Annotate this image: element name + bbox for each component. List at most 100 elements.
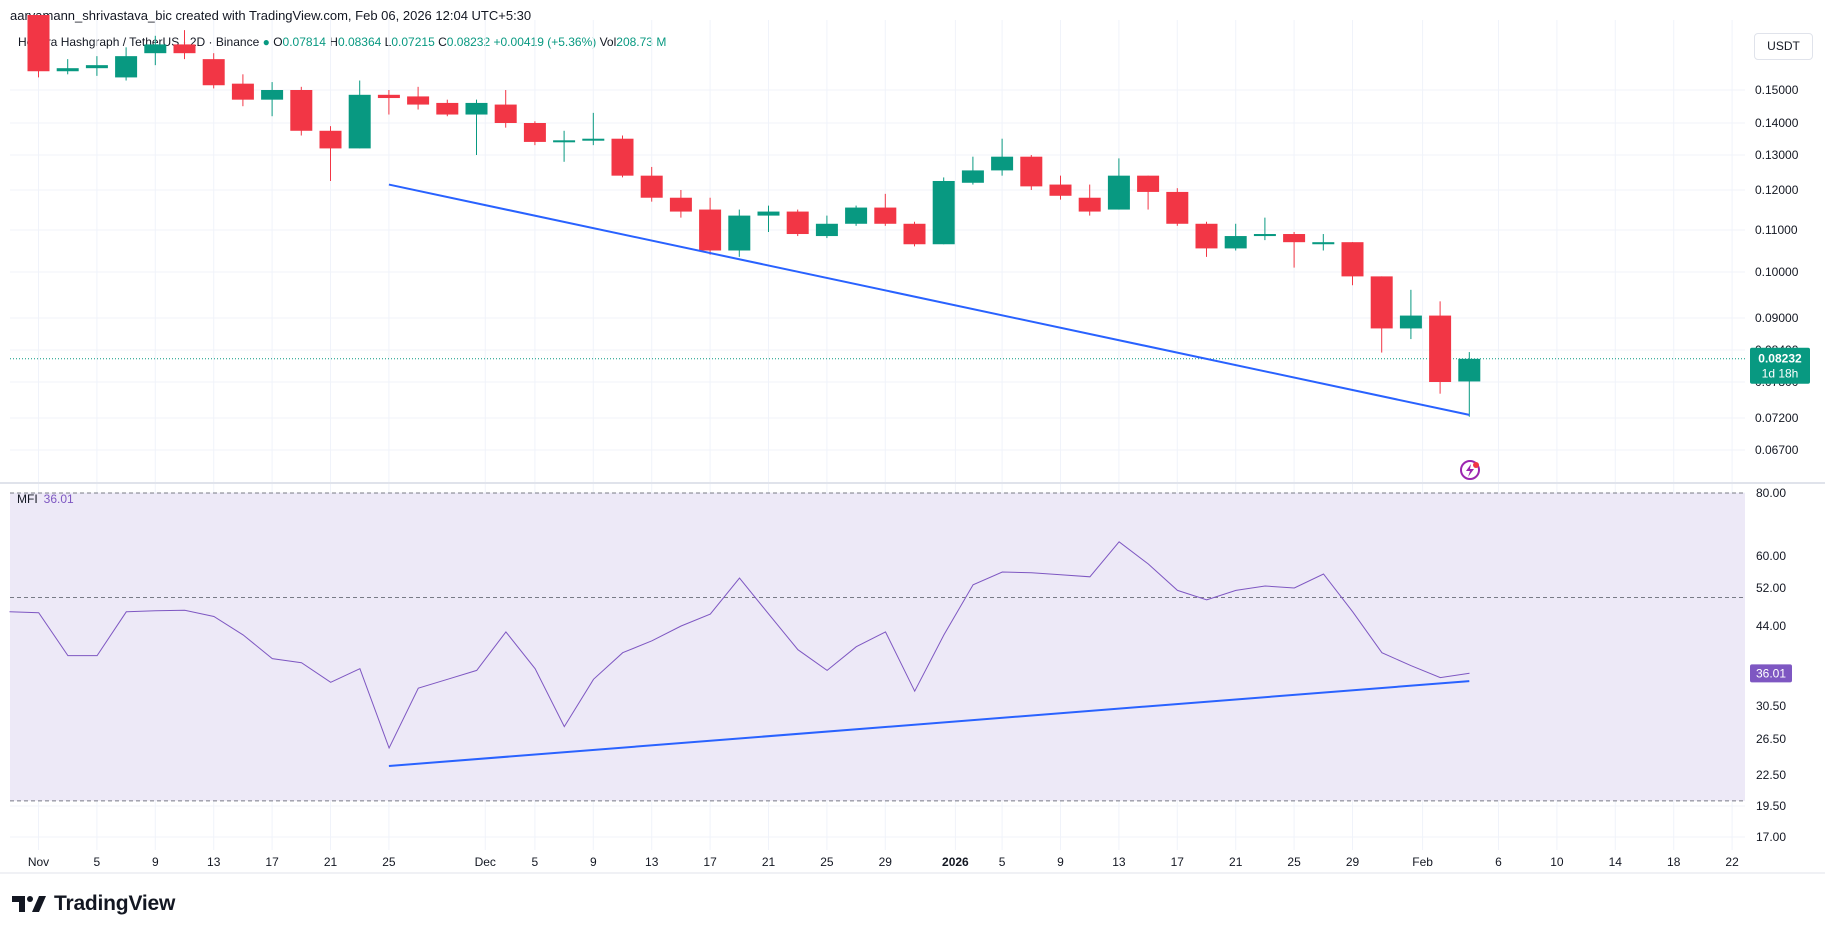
candle-body	[669, 197, 692, 212]
candle-body	[377, 94, 400, 99]
time-tick-label: 14	[1609, 855, 1623, 869]
mfi-tick-label: 22.50	[1756, 768, 1786, 782]
price-tick-label: 0.09000	[1755, 311, 1799, 325]
mfi-series-line	[9, 541, 1470, 750]
candle-body	[1166, 191, 1189, 224]
mfi-tick-label: 80.00	[1756, 486, 1786, 500]
volume-value: 208.73 M	[616, 35, 667, 49]
mfi-legend[interactable]: MFI 36.01	[17, 492, 74, 506]
candle-body	[348, 94, 371, 149]
candle-body	[640, 175, 663, 198]
candle-body	[991, 156, 1014, 171]
time-tick-label: 13	[1112, 855, 1126, 869]
time-tick-label: Dec	[475, 855, 496, 869]
mfi-value-badge-text: 36.01	[1756, 666, 1786, 680]
last-price-badge-value: 0.08232	[1758, 352, 1802, 366]
candle-body	[1429, 315, 1452, 382]
time-tick-label: Nov	[28, 855, 49, 869]
open-value: 0.07814	[282, 35, 326, 49]
mfi-tick-label: 30.50	[1756, 699, 1786, 713]
candle-body	[1253, 234, 1276, 237]
symbol-name[interactable]: Hedera Hashgraph / TetherUS · 2D · Binan…	[18, 35, 260, 49]
mfi-trendline	[388, 680, 1470, 767]
tradingview-logo-icon	[12, 896, 46, 912]
mfi-tick-label: 17.00	[1756, 830, 1786, 844]
time-tick-label: 17	[703, 855, 717, 869]
price-axis: 0.15000 0.14000 0.13000 0.12000 0.11000 0.100…	[1755, 83, 1799, 457]
candle-body	[1195, 223, 1218, 249]
high-value: 0.08364	[337, 35, 382, 49]
time-tick-label: 25	[820, 855, 834, 869]
price-tick-label: 0.12000	[1755, 183, 1799, 197]
alert-icon[interactable]	[1460, 460, 1480, 480]
time-tick-label: 25	[382, 855, 396, 869]
price-tick-label: 0.11000	[1755, 223, 1798, 237]
price-tick-label: 0.06700	[1755, 443, 1799, 457]
candle-body	[845, 207, 868, 224]
volume-label: Vol	[599, 35, 617, 49]
pane-separator	[0, 482, 1825, 874]
chart-credit: aaryamann_shrivastava_bic created with T…	[10, 8, 532, 23]
time-tick-label: 25	[1287, 855, 1301, 869]
candle-body	[1107, 175, 1130, 210]
candle-body	[1283, 234, 1306, 243]
candle-body	[961, 170, 984, 183]
candle-body	[1341, 242, 1364, 277]
last-price-badge	[1750, 347, 1810, 384]
time-tick-label: Feb	[1412, 855, 1433, 869]
candle-body	[553, 140, 576, 143]
candle-body	[202, 59, 225, 86]
mfi-tick-label: 44.00	[1756, 619, 1786, 633]
candle-body	[436, 102, 459, 115]
time-tick-label: 21	[1229, 855, 1243, 869]
close-value: 0.08232	[446, 35, 491, 49]
symbol-legend: Hedera Hashgraph / TetherUS · 2D · Binan…	[18, 35, 666, 49]
candle-body	[407, 96, 430, 105]
time-tick-label: 17	[1171, 855, 1185, 869]
tradingview-brand: TradingView	[54, 892, 176, 915]
candle-body	[786, 211, 809, 235]
time-tick-label: 5	[94, 855, 101, 869]
candle-body	[815, 223, 838, 237]
time-tick-label: 9	[152, 855, 159, 869]
time-tick-label: 10	[1550, 855, 1564, 869]
tradingview-logo[interactable]: TradingView	[12, 892, 175, 916]
price-trendline	[388, 183, 1470, 416]
time-tick-label: 21	[324, 855, 338, 869]
candle-body	[1399, 315, 1422, 329]
time-tick-label: 5	[999, 855, 1006, 869]
close-label: C	[438, 35, 447, 49]
currency-button[interactable]: USDT	[1754, 33, 1813, 60]
mfi-current-value: 36.01	[43, 492, 74, 506]
low-label: L	[384, 35, 392, 49]
mfi-tick-label: 60.00	[1756, 549, 1786, 563]
price-tick-label: 0.10000	[1755, 265, 1799, 279]
mfi-band-background	[10, 493, 1745, 801]
candle-body	[903, 223, 926, 245]
time-axis: Nov 5 9 13 17 21 25 Dec 5 9 13 17 21 25 29 2026 5 9 13 17 21…	[28, 855, 1739, 869]
time-tick-label: 2026	[942, 855, 969, 869]
candle-body	[1370, 276, 1393, 329]
candle-body	[932, 180, 955, 245]
candles-layer	[27, 15, 1481, 417]
countdown-badge: 1d 18h	[1762, 367, 1799, 381]
candle-body	[1458, 358, 1481, 382]
candle-body	[27, 15, 50, 72]
candle-body	[290, 90, 313, 131]
time-tick-label: 9	[590, 855, 597, 869]
candle-body	[874, 207, 897, 224]
candle-body	[144, 44, 167, 54]
mfi-tick-label: 19.50	[1756, 799, 1786, 813]
time-tick-label: 17	[265, 855, 279, 869]
candle-body	[494, 104, 517, 123]
time-tick-label: 5	[532, 855, 539, 869]
candle-body	[56, 68, 79, 72]
price-tick-label: 0.15000	[1755, 83, 1799, 97]
time-tick-label: 29	[1346, 855, 1360, 869]
mfi-tick-label: 26.50	[1756, 732, 1786, 746]
price-tick-label: 0.13000	[1755, 148, 1799, 162]
candle-body	[465, 102, 488, 115]
candle-body	[1312, 242, 1335, 245]
